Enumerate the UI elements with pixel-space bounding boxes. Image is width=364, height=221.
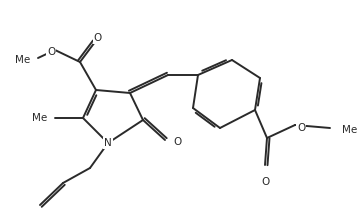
Text: O: O [297, 123, 305, 133]
Text: O: O [94, 33, 102, 43]
Text: N: N [104, 138, 112, 148]
Text: Me: Me [342, 125, 357, 135]
Text: Me: Me [15, 55, 30, 65]
Text: O: O [47, 47, 55, 57]
Text: O: O [174, 137, 182, 147]
Text: O: O [261, 177, 269, 187]
Text: Me: Me [32, 113, 47, 123]
